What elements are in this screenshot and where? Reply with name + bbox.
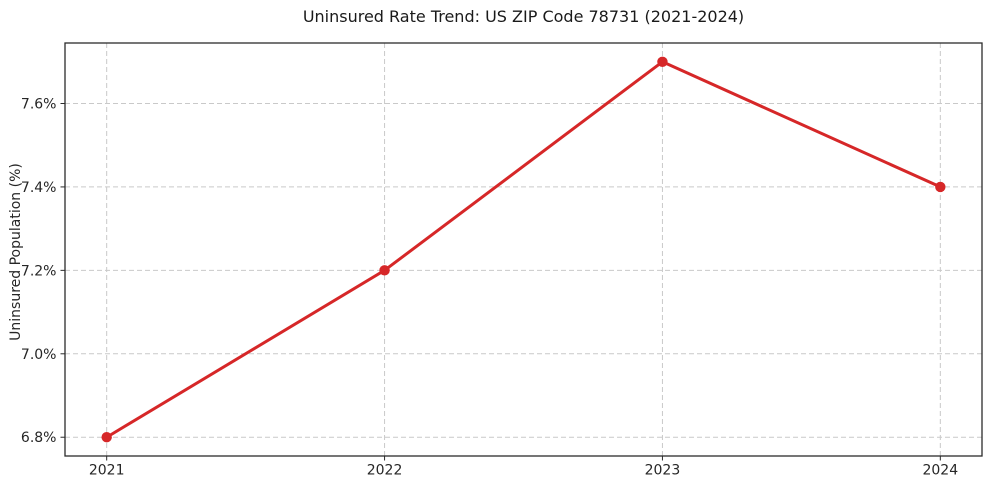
y-tick-label: 7.6% xyxy=(21,96,57,112)
y-tick-label: 6.8% xyxy=(21,430,57,446)
data-point-marker xyxy=(379,265,390,276)
trend-line xyxy=(105,60,942,439)
data-point-marker xyxy=(657,56,668,67)
y-tick-label: 7.0% xyxy=(21,347,57,363)
plot-spines xyxy=(64,42,983,457)
chart-title: Uninsured Rate Trend: US ZIP Code 78731 … xyxy=(302,7,745,26)
x-tick-label: 2023 xyxy=(645,463,681,479)
y-axis-label-text: Uninsured Population (%) xyxy=(8,163,24,341)
data-point-marker xyxy=(101,432,112,443)
x-tick-label: 2022 xyxy=(367,463,403,479)
x-tick-label: 2021 xyxy=(89,463,125,479)
y-tick-label: 7.4% xyxy=(21,180,57,196)
plot-background xyxy=(65,43,982,456)
y-tick-label: 7.2% xyxy=(21,263,57,279)
data-point-marker xyxy=(935,181,946,193)
x-tick-label: 2024 xyxy=(922,463,958,479)
